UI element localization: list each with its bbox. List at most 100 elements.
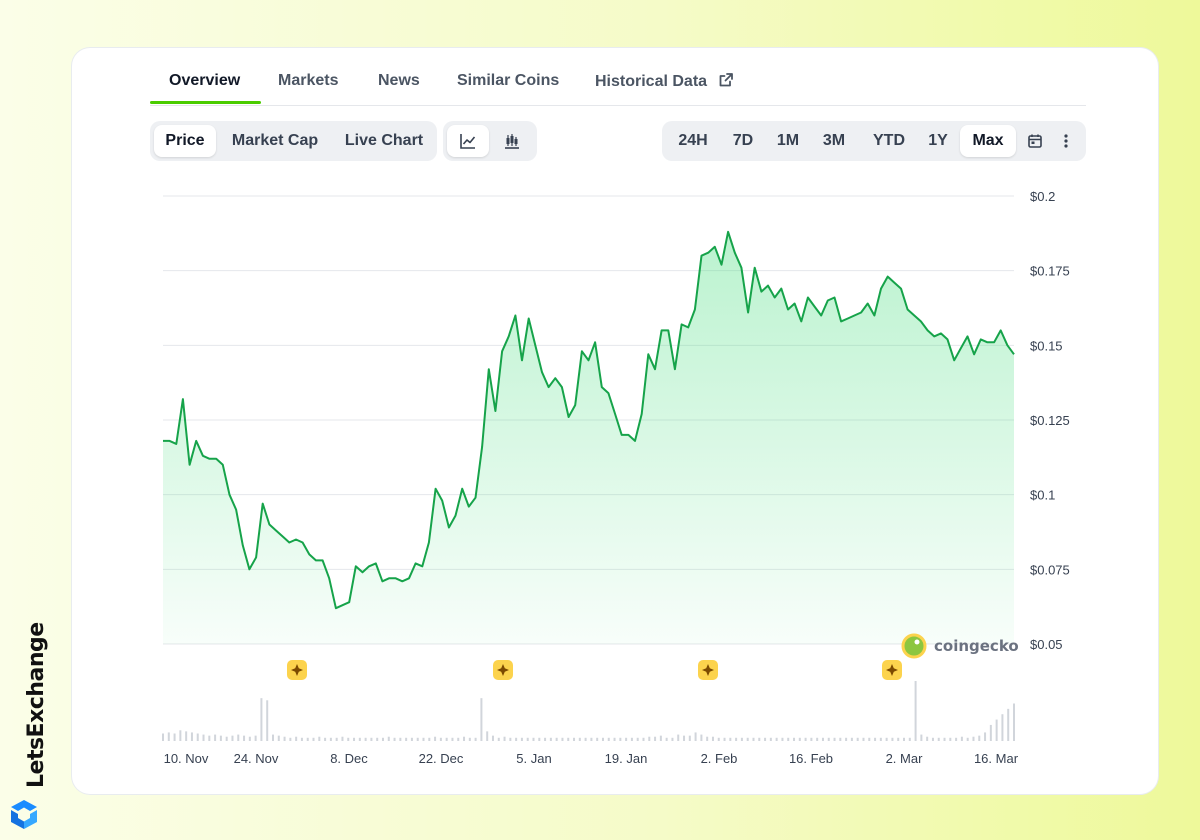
price-chart: $0.2 $0.175 $0.15 $0.125 $0.1 $0.075 $0.05 10.…	[162, 189, 1070, 766]
volume-bar	[549, 737, 552, 741]
event-marker[interactable]	[493, 660, 513, 680]
volume-bar	[613, 737, 616, 741]
range-3m-button[interactable]: 3M	[822, 132, 846, 149]
tab-historical-data[interactable]: Historical Data	[595, 72, 734, 91]
volume-bar	[914, 681, 917, 741]
volume-bar	[793, 737, 796, 741]
volume-bar	[538, 737, 541, 741]
event-marker[interactable]	[882, 660, 902, 680]
range-7d-button[interactable]: 7D	[732, 132, 754, 149]
volume-bar	[283, 736, 286, 741]
range-24h-button[interactable]: 24H	[678, 132, 708, 149]
volume-bar	[167, 732, 170, 741]
range-max-button[interactable]: Max	[960, 125, 1016, 157]
volume-bar	[347, 737, 350, 741]
price-line	[163, 230, 1015, 610]
active-tab-indicator	[150, 101, 261, 104]
candlestick-button[interactable]	[491, 125, 533, 157]
volume-bar	[677, 734, 680, 741]
more-vertical-icon	[1064, 134, 1068, 148]
volume-bar	[903, 737, 906, 741]
live-chart-button[interactable]: Live Chart	[344, 132, 424, 149]
price-button[interactable]: Price	[154, 125, 216, 157]
event-marker[interactable]	[287, 660, 307, 680]
volume-bar	[399, 737, 402, 741]
volume-bar	[266, 700, 269, 741]
volume-bar	[410, 737, 413, 741]
volume-bar	[457, 737, 460, 741]
volume-bar	[740, 737, 743, 741]
volume-bar	[225, 736, 228, 741]
volume-bar	[271, 734, 274, 741]
event-marker[interactable]	[698, 660, 718, 680]
volume-bar	[590, 737, 593, 741]
volume-bar	[179, 730, 182, 741]
volume-bar	[625, 737, 628, 741]
time-range-selector: 24H 7D 1M 3M YTD 1Y Max	[662, 121, 1086, 161]
y-axis-tick-label: $0.1	[1030, 488, 1055, 503]
letsexchange-logo-icon	[11, 800, 37, 829]
volume-bar	[654, 736, 657, 741]
brand-name: LetsExchange	[24, 622, 49, 788]
range-ytd-button[interactable]: YTD	[873, 132, 905, 149]
volume-bar	[451, 737, 454, 741]
tab-markets[interactable]: Markets	[278, 72, 339, 89]
volume-bar	[949, 737, 952, 741]
volume-bar	[318, 736, 321, 741]
x-axis-tick-label: 2. Feb	[701, 751, 738, 766]
calendar-icon	[1028, 134, 1042, 148]
tab-historical-data-label: Historical Data	[595, 73, 708, 90]
volume-bar	[879, 737, 882, 741]
market-cap-button[interactable]: Market Cap	[231, 132, 319, 149]
volume-bar	[862, 737, 865, 741]
volume-bar	[804, 737, 807, 741]
volume-bar	[995, 719, 998, 741]
volume-bar	[839, 737, 842, 741]
volume-bar	[630, 737, 633, 741]
volume-bar	[694, 732, 697, 741]
volume-bar	[607, 737, 610, 741]
volume-bar	[729, 737, 732, 741]
line-chart-button[interactable]	[447, 125, 489, 157]
volume-bar	[897, 737, 900, 741]
volume-bar	[306, 737, 309, 741]
tab-overview[interactable]: Overview	[169, 72, 241, 89]
volume-bar	[231, 735, 234, 741]
volume-bar	[943, 737, 946, 741]
volume-bar	[573, 737, 576, 741]
volume-bar	[769, 737, 772, 741]
volume-bar	[868, 737, 871, 741]
volume-bar	[931, 737, 934, 741]
volume-bar	[474, 737, 477, 741]
volume-bar	[821, 737, 824, 741]
chart-type-toggle: Price Market Cap Live Chart	[150, 121, 437, 161]
y-axis-tick-label: $0.175	[1030, 264, 1070, 279]
volume-bar	[596, 737, 599, 741]
volume-bar	[845, 737, 848, 741]
volume-bar	[781, 737, 784, 741]
tab-similar-coins[interactable]: Similar Coins	[457, 72, 560, 89]
range-1y-button[interactable]: 1Y	[928, 132, 948, 149]
volume-bar	[173, 733, 176, 741]
x-axis-tick-label: 19. Jan	[605, 751, 648, 766]
volume-bar	[816, 737, 819, 741]
x-axis-tick-label: 5. Jan	[516, 751, 551, 766]
volume-bar	[561, 737, 564, 741]
more-options-button[interactable]	[1052, 125, 1080, 157]
range-1m-button[interactable]: 1M	[776, 132, 800, 149]
volume-bar	[555, 737, 558, 741]
volume-bar	[700, 734, 703, 741]
volume-bar	[312, 737, 315, 741]
volume-bar	[277, 735, 280, 741]
tab-news[interactable]: News	[378, 72, 420, 89]
volume-bar	[491, 735, 494, 741]
volume-bar	[341, 736, 344, 741]
volume-bar	[920, 734, 923, 741]
volume-bar	[520, 737, 523, 741]
volume-bar	[254, 735, 257, 741]
volume-bar	[428, 737, 431, 741]
date-picker-button[interactable]	[1020, 125, 1050, 157]
coingecko-watermark: coingecko	[901, 633, 1019, 659]
volume-bar	[480, 698, 483, 741]
letsexchange-brand: LetsExchange	[0, 320, 50, 829]
